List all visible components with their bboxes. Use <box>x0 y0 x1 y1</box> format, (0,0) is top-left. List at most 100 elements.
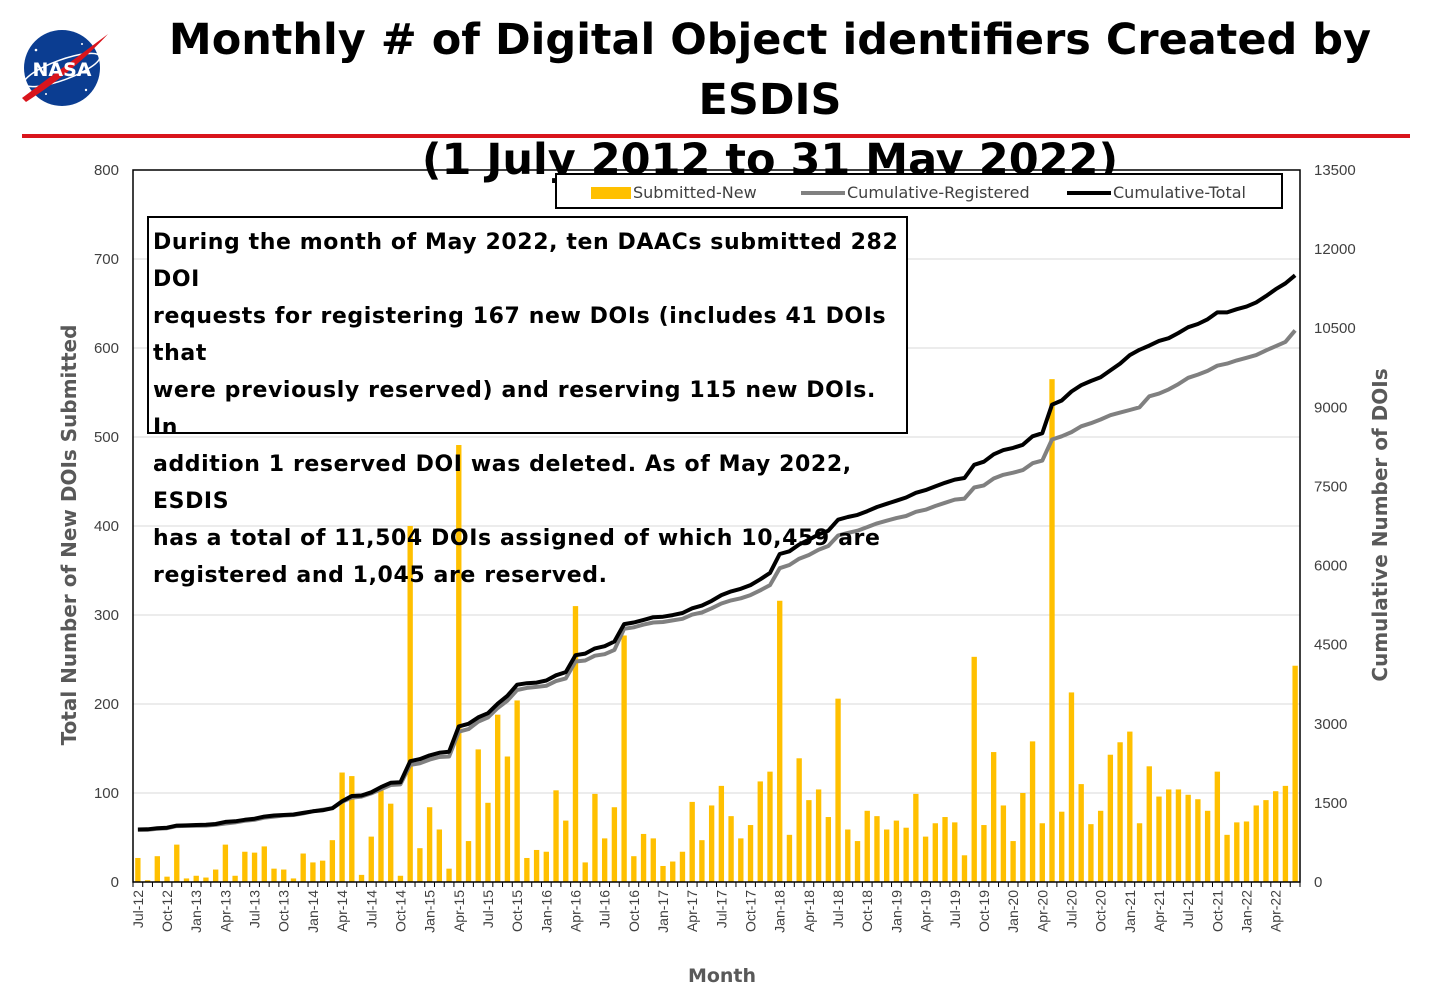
bar <box>864 810 870 882</box>
x-tick-label: Oct-13 <box>276 890 292 932</box>
y-left-tick-label: 400 <box>94 518 119 535</box>
bar <box>942 817 948 882</box>
bar <box>1068 692 1075 882</box>
y-left-tick-label: 600 <box>94 340 119 357</box>
bar <box>738 838 744 882</box>
x-tick-label: Oct-20 <box>1093 890 1109 932</box>
y-axis-left-ticks: 0 100 200 300 400 500 600 700 800 <box>94 162 119 891</box>
x-tick-label: Jul-18 <box>830 890 846 928</box>
bar <box>718 785 725 882</box>
bar <box>601 838 608 882</box>
bar <box>679 851 686 882</box>
bar <box>708 805 715 882</box>
x-tick-label: Jan-17 <box>655 890 671 933</box>
bar <box>1000 805 1007 882</box>
bar <box>271 868 277 882</box>
y-left-tick-label: 100 <box>94 785 119 802</box>
bar <box>417 848 423 882</box>
bar <box>1253 805 1259 882</box>
x-tick-label: Oct-15 <box>509 890 525 932</box>
bar <box>796 758 802 882</box>
bar <box>1107 754 1114 882</box>
x-axis-ticks: Jul-12 Oct-12 Jan-13 Apr-13 Jul-13 Oct-13 Jan-… <box>130 882 1301 933</box>
bar <box>485 802 491 882</box>
bar <box>932 823 938 882</box>
bar <box>183 878 190 882</box>
bar <box>281 869 287 882</box>
y-right-tick-label: 9000 <box>1314 399 1347 416</box>
x-tick-label: Apr-19 <box>918 890 934 932</box>
y-right-tick-label: 1500 <box>1314 795 1347 812</box>
info-line: addition 1 reserved DOI was deleted. As … <box>153 452 852 514</box>
bar <box>310 862 316 882</box>
bar <box>874 816 880 882</box>
bar <box>884 829 890 882</box>
bar <box>495 714 501 882</box>
bar <box>699 840 705 882</box>
x-tick-label: Jul-21 <box>1180 890 1196 928</box>
legend-item-cumulative-registered: Cumulative-Registered <box>801 183 1030 202</box>
y-right-tick-label: 10500 <box>1314 320 1356 337</box>
bar <box>1204 810 1211 882</box>
x-tick-label: Jan-19 <box>888 890 904 933</box>
bar <box>582 862 588 882</box>
bar <box>845 829 851 882</box>
bar <box>144 880 151 882</box>
info-line: has a total of 11,504 DOIs assigned of w… <box>153 526 881 551</box>
y-right-tick-label: 7500 <box>1314 478 1347 495</box>
bar <box>1224 834 1230 882</box>
bar <box>1136 823 1143 882</box>
bar <box>1059 811 1065 882</box>
bar <box>825 817 832 882</box>
bar <box>339 772 345 882</box>
y-left-tick-label: 300 <box>94 607 119 624</box>
bar <box>329 840 336 882</box>
x-tick-label: Apr-15 <box>451 890 467 932</box>
bar <box>767 771 773 882</box>
bar <box>913 793 919 882</box>
bar <box>174 844 180 882</box>
x-tick-label: Jan-14 <box>305 890 321 933</box>
bar <box>1175 789 1182 882</box>
bar <box>961 855 968 882</box>
bar <box>465 841 472 882</box>
legend-label: Cumulative-Total <box>1113 183 1246 202</box>
bar <box>786 834 793 882</box>
bar <box>232 875 238 882</box>
x-tick-label: Apr-22 <box>1268 890 1284 932</box>
x-tick-label: Jan-18 <box>772 890 788 933</box>
bar <box>903 827 909 882</box>
legend-label: Cumulative-Registered <box>847 183 1030 202</box>
bar <box>426 807 433 882</box>
bar <box>777 600 783 882</box>
x-tick-label: Jan-15 <box>422 890 438 933</box>
bar <box>378 790 384 882</box>
y-right-tick-label: 4500 <box>1314 637 1347 654</box>
info-line: registered and 1,045 are reserved. <box>153 563 608 588</box>
bar <box>670 861 676 882</box>
y-axis-left-label: Total Number of New DOIs Submitted <box>57 325 81 746</box>
x-tick-label: Oct-16 <box>626 890 642 932</box>
bar <box>611 807 618 882</box>
bar <box>1292 665 1298 882</box>
bar <box>1214 771 1221 882</box>
bar <box>1049 379 1055 882</box>
bar <box>971 656 977 882</box>
bar <box>815 789 822 882</box>
legend-swatch-line <box>801 190 845 195</box>
x-tick-label: Apr-17 <box>684 890 700 932</box>
bar <box>1185 794 1191 882</box>
bar <box>640 833 647 882</box>
x-tick-label: Jan-16 <box>538 890 554 933</box>
x-tick-label: Apr-20 <box>1034 890 1050 932</box>
y-left-tick-label: 500 <box>94 429 119 446</box>
bar <box>1156 796 1162 882</box>
x-tick-label: Apr-14 <box>334 890 350 932</box>
x-tick-label: Oct-21 <box>1209 890 1225 932</box>
x-tick-label: Oct-17 <box>743 890 759 932</box>
info-line: During the month of May 2022, ten DAACs … <box>153 230 899 292</box>
y-right-tick-label: 12000 <box>1314 241 1356 258</box>
y-left-tick-label: 0 <box>111 874 119 891</box>
y-axis-right-label: Cumulative Number of DOIs <box>1368 368 1392 681</box>
bar <box>806 800 812 882</box>
